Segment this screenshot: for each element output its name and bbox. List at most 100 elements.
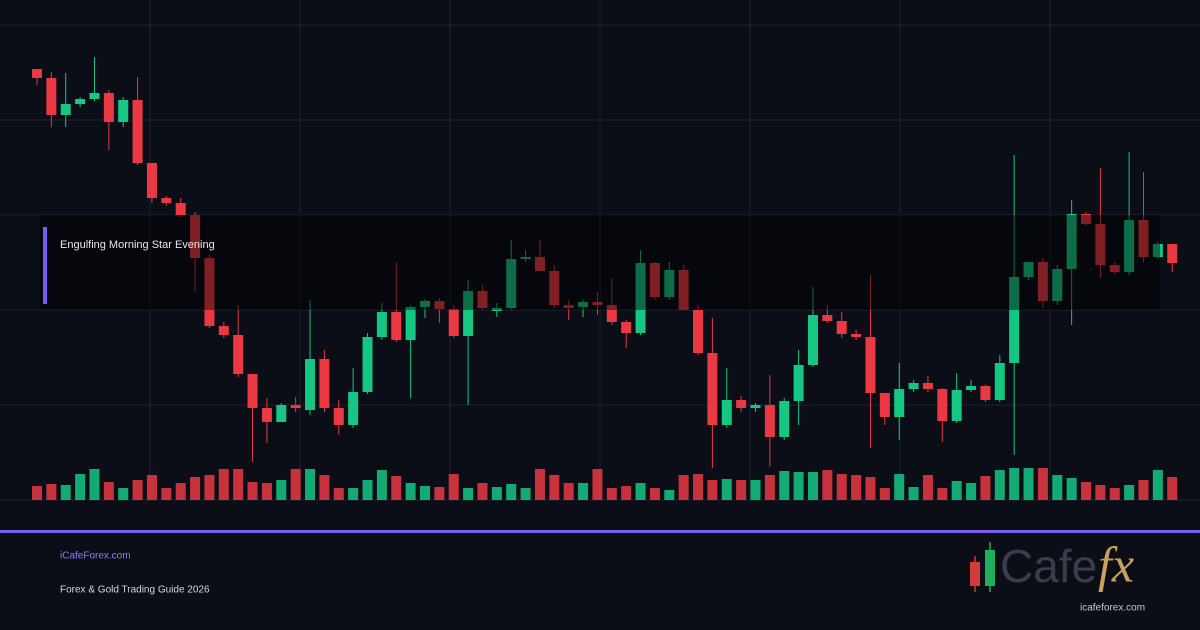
volume-bar <box>477 483 488 500</box>
volume-bar <box>879 488 890 500</box>
candle-body <box>46 78 57 115</box>
candle-body <box>419 301 430 307</box>
candle-body <box>376 312 387 337</box>
logo-icon <box>970 562 980 586</box>
logo-mark: fx <box>1098 536 1134 592</box>
footer-site: iCafeForex.com <box>60 551 131 562</box>
volume-bar <box>448 474 459 500</box>
candle-body <box>218 326 229 335</box>
volume-bar <box>60 485 71 500</box>
candle-body <box>1138 220 1149 257</box>
candle-body <box>1009 277 1020 363</box>
volume-bar <box>348 488 359 500</box>
volume-bar <box>146 475 157 500</box>
candle-body <box>132 100 143 163</box>
volume-bar <box>319 475 330 500</box>
volume-bar <box>305 469 316 500</box>
volume-bar <box>175 483 186 500</box>
footer-tagline: Forex & Gold Trading Guide 2026 <box>60 585 210 596</box>
candle-body <box>994 363 1005 400</box>
candle-body <box>563 305 574 308</box>
volume-bar <box>534 469 545 500</box>
volume-bar <box>46 484 57 500</box>
candle-body <box>75 99 86 104</box>
candle-body <box>865 337 876 393</box>
pattern-band <box>40 215 1160 310</box>
volume-bar <box>635 483 646 500</box>
candle-body <box>1052 269 1063 301</box>
volume-bar <box>836 474 847 500</box>
volume-bar <box>75 474 86 500</box>
volume-bar <box>578 483 589 500</box>
candle-body <box>103 93 114 122</box>
candle-body <box>534 257 545 271</box>
candle-body <box>290 405 301 408</box>
volume-bar <box>980 476 991 500</box>
volume-bar <box>894 474 905 500</box>
candle-body <box>606 305 617 322</box>
volume-bar <box>937 488 948 500</box>
volume-bar <box>132 480 143 500</box>
volume-bar <box>865 477 876 500</box>
volume-bar <box>1066 478 1077 500</box>
volume-bar <box>1023 468 1034 500</box>
candle-body <box>908 383 919 389</box>
volume-bar <box>750 480 761 500</box>
candle-body <box>851 334 862 337</box>
volume-bar <box>664 490 675 500</box>
volume-bar <box>779 471 790 500</box>
candle-body <box>1124 220 1135 272</box>
candle-body <box>491 308 502 311</box>
logo: Cafe fx icafeforex.com <box>970 536 1145 614</box>
candle-body <box>506 259 517 308</box>
volume-bar <box>793 472 804 500</box>
volume-bar <box>491 487 502 500</box>
volume-bar <box>463 488 474 500</box>
candle-body <box>693 310 704 353</box>
annotation: Engulfing Morning Star Evening <box>60 239 215 251</box>
volume-bar <box>807 472 818 500</box>
logo-icon <box>985 550 995 586</box>
candle-body <box>966 386 977 390</box>
candle-body <box>549 271 560 305</box>
volume-bar <box>1152 470 1163 500</box>
volume-bar <box>1138 480 1149 500</box>
candle-body <box>348 392 359 425</box>
volume-bar <box>333 488 344 500</box>
candle-body <box>807 315 818 365</box>
volume-bar <box>1167 477 1178 500</box>
volume-bar <box>362 480 373 500</box>
candle-body <box>649 263 660 297</box>
volume-bar <box>606 488 617 500</box>
candle-body <box>721 400 732 425</box>
candle-body <box>333 408 344 425</box>
candle-body <box>793 365 804 401</box>
candle-body <box>1023 262 1034 277</box>
volume-bar <box>1052 475 1063 500</box>
candle-body <box>1037 262 1048 301</box>
candle-body <box>592 302 603 305</box>
candle-body <box>204 258 215 326</box>
candle-body <box>750 405 761 408</box>
volume-bar <box>290 469 301 500</box>
volume-bar <box>89 469 100 500</box>
candle-body <box>1152 244 1163 257</box>
candle-body <box>664 270 675 297</box>
candle-body <box>319 359 330 408</box>
candle-body <box>118 100 129 122</box>
volume-bar <box>1124 485 1135 500</box>
logo-word: Cafe <box>1000 540 1097 592</box>
candle-body <box>434 301 445 309</box>
volume-bar <box>161 488 172 500</box>
volume-bar <box>419 486 430 500</box>
candle-body <box>247 374 258 408</box>
volume-bar <box>506 484 517 500</box>
candle-body <box>937 389 948 421</box>
candle-body <box>32 69 42 78</box>
volume-bar <box>822 470 833 500</box>
volume-bar <box>1081 482 1092 500</box>
volume-bar <box>736 480 747 500</box>
volume-bar <box>233 469 244 500</box>
volume-bar <box>621 486 632 500</box>
